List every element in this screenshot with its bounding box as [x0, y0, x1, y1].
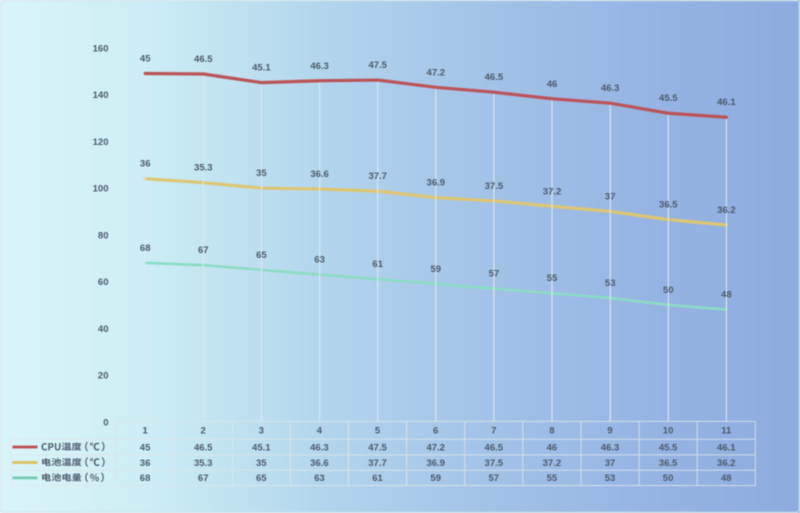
svg-text:37.5: 37.5 [485, 181, 504, 192]
svg-text:68: 68 [140, 243, 151, 254]
svg-text:35.3: 35.3 [194, 458, 213, 469]
svg-text:37.2: 37.2 [543, 186, 562, 197]
svg-text:20: 20 [98, 371, 109, 382]
svg-text:59: 59 [430, 473, 441, 484]
svg-text:7: 7 [491, 426, 496, 437]
svg-text:2: 2 [201, 426, 206, 437]
svg-text:36.9: 36.9 [427, 178, 446, 189]
svg-text:45.5: 45.5 [659, 442, 678, 453]
svg-text:35: 35 [256, 168, 267, 179]
svg-text:59: 59 [431, 264, 442, 275]
svg-text:36.5: 36.5 [659, 458, 678, 469]
svg-text:9: 9 [607, 426, 612, 437]
svg-text:45.1: 45.1 [252, 63, 271, 74]
svg-text:37.7: 37.7 [368, 171, 387, 182]
svg-text:57: 57 [489, 269, 500, 280]
svg-text:140: 140 [93, 90, 109, 101]
svg-text:4: 4 [317, 426, 323, 437]
svg-text:67: 67 [198, 473, 209, 484]
svg-text:46.5: 46.5 [485, 72, 504, 83]
svg-text:46.3: 46.3 [601, 83, 620, 94]
svg-text:46.5: 46.5 [485, 442, 504, 453]
svg-text:45.1: 45.1 [252, 442, 271, 453]
svg-text:45: 45 [140, 54, 151, 65]
svg-text:36.2: 36.2 [717, 205, 736, 216]
svg-text:48: 48 [721, 473, 732, 484]
svg-text:35: 35 [256, 458, 267, 469]
svg-text:160: 160 [93, 43, 109, 54]
svg-text:47.5: 47.5 [368, 60, 387, 71]
svg-text:55: 55 [547, 473, 558, 484]
svg-text:46.3: 46.3 [310, 442, 329, 453]
svg-text:50: 50 [663, 285, 674, 296]
svg-text:46.5: 46.5 [194, 442, 213, 453]
svg-text:50: 50 [663, 473, 674, 484]
svg-text:46.3: 46.3 [601, 442, 620, 453]
svg-text:68: 68 [140, 473, 151, 484]
svg-text:36: 36 [140, 159, 151, 170]
svg-text:8: 8 [549, 426, 554, 437]
svg-text:46: 46 [547, 442, 558, 453]
svg-text:46.1: 46.1 [717, 442, 736, 453]
svg-text:6: 6 [433, 426, 438, 437]
svg-text:60: 60 [98, 277, 109, 288]
svg-text:36.9: 36.9 [426, 458, 445, 469]
svg-text:53: 53 [605, 278, 616, 289]
svg-text:37.7: 37.7 [368, 458, 387, 469]
svg-text:0: 0 [103, 417, 108, 428]
svg-text:45.5: 45.5 [659, 93, 678, 104]
svg-text:67: 67 [198, 245, 209, 256]
svg-text:36.6: 36.6 [310, 458, 329, 469]
svg-text:11: 11 [721, 426, 732, 437]
svg-text:63: 63 [314, 255, 325, 266]
svg-text:45: 45 [140, 442, 151, 453]
svg-text:46.1: 46.1 [717, 97, 736, 108]
svg-text:47.2: 47.2 [426, 442, 445, 453]
svg-text:37: 37 [605, 191, 616, 202]
svg-text:36.6: 36.6 [310, 169, 329, 180]
svg-text:65: 65 [256, 250, 267, 261]
svg-text:57: 57 [489, 473, 500, 484]
svg-text:47.2: 47.2 [427, 67, 446, 78]
svg-text:80: 80 [98, 230, 109, 241]
svg-text:61: 61 [372, 259, 383, 270]
svg-text:36.5: 36.5 [659, 200, 678, 211]
svg-text:120: 120 [93, 137, 109, 148]
svg-text:61: 61 [372, 473, 383, 484]
svg-text:65: 65 [256, 473, 267, 484]
svg-text:35.3: 35.3 [194, 163, 213, 174]
svg-text:53: 53 [605, 473, 616, 484]
svg-text:40: 40 [98, 324, 109, 335]
svg-text:55: 55 [547, 273, 558, 284]
svg-text:63: 63 [314, 473, 325, 484]
svg-text:3: 3 [259, 426, 264, 437]
svg-text:46: 46 [547, 79, 558, 90]
svg-text:48: 48 [721, 290, 732, 301]
svg-text:36: 36 [140, 458, 151, 469]
svg-text:46.5: 46.5 [194, 54, 213, 65]
svg-text:36.2: 36.2 [717, 458, 736, 469]
svg-text:1: 1 [142, 426, 148, 437]
svg-text:46.3: 46.3 [310, 61, 329, 72]
svg-text:10: 10 [663, 426, 674, 437]
svg-text:100: 100 [93, 184, 109, 195]
svg-text:5: 5 [375, 426, 381, 437]
svg-text:37.5: 37.5 [485, 458, 504, 469]
svg-text:37: 37 [605, 458, 616, 469]
svg-text:47.5: 47.5 [368, 442, 387, 453]
svg-text:37.2: 37.2 [543, 458, 562, 469]
